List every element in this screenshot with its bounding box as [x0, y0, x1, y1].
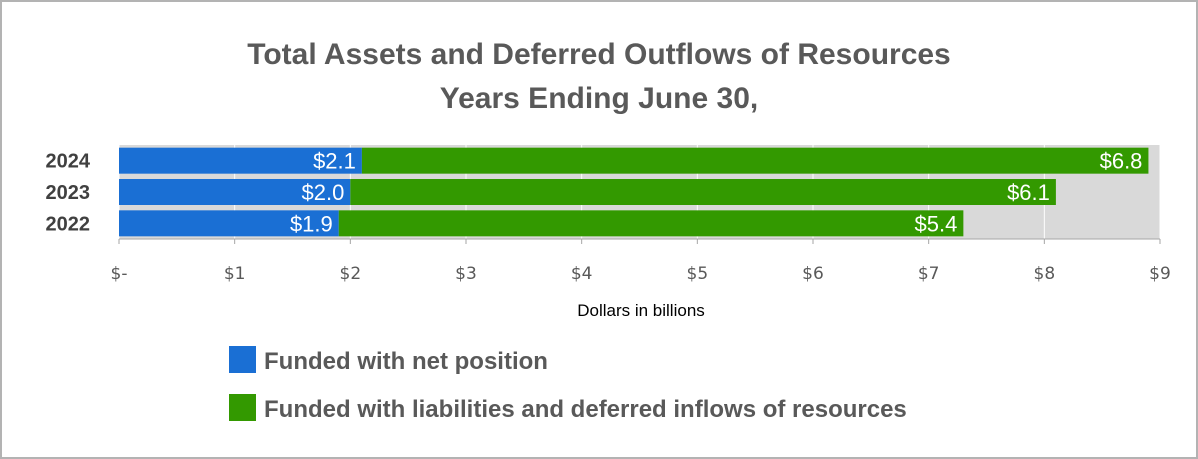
chart-title-line-2: Years Ending June 30, — [440, 82, 758, 115]
bar-segment — [361, 147, 1149, 174]
category-label: 2024 — [46, 151, 91, 173]
data-label: $6.1 — [1007, 180, 1050, 205]
x-axis-label: Dollars in billions — [577, 301, 705, 320]
legend-label: Funded with net position — [264, 348, 548, 375]
legend-swatch — [229, 394, 256, 421]
bar-segment — [338, 210, 964, 237]
x-tick-label: $6 — [802, 264, 824, 284]
x-tick-label: $1 — [224, 264, 246, 284]
data-label: $1.9 — [290, 211, 333, 236]
legend-swatch — [229, 346, 256, 373]
x-tick-label: $2 — [340, 264, 362, 284]
x-tick-label: $9 — [1149, 264, 1171, 284]
legend-label: Funded with liabilities and deferred inf… — [264, 396, 907, 423]
bar-segment — [119, 210, 339, 237]
x-tick-label: $- — [111, 264, 128, 284]
data-label: $2.0 — [302, 180, 345, 205]
x-tick-label: $4 — [571, 264, 593, 284]
category-label: 2023 — [46, 182, 91, 204]
chart-title-line-1: Total Assets and Deferred Outflows of Re… — [247, 38, 951, 71]
x-tick-label: $7 — [918, 264, 940, 284]
bar-segment — [350, 179, 1056, 205]
category-label: 2022 — [46, 213, 91, 235]
data-label: $6.8 — [1100, 149, 1143, 174]
x-tick-label: $8 — [1034, 264, 1056, 284]
data-label: $2.1 — [313, 149, 356, 174]
data-label: $5.4 — [915, 211, 958, 236]
x-tick-label: $5 — [687, 264, 709, 284]
bar-segment — [119, 179, 351, 205]
bar-segment — [119, 147, 362, 174]
x-tick-label: $3 — [455, 264, 477, 284]
